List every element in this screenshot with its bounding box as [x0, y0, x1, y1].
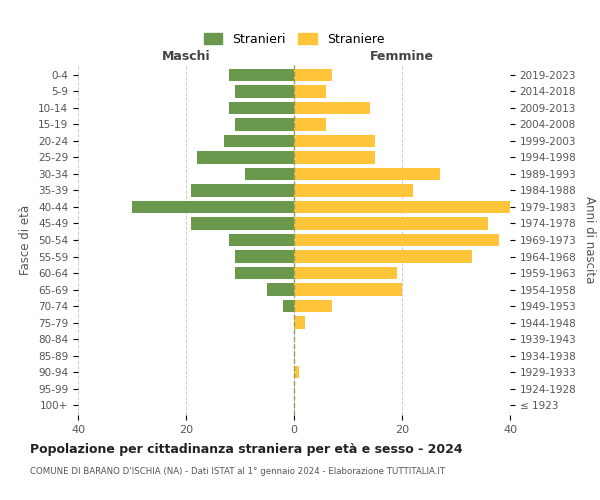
- Legend: Stranieri, Straniere: Stranieri, Straniere: [200, 29, 388, 50]
- Bar: [235, 118, 294, 130]
- Bar: [235, 267, 294, 279]
- Text: COMUNE DI BARANO D'ISCHIA (NA) - Dati ISTAT al 1° gennaio 2024 - Elaborazione TU: COMUNE DI BARANO D'ISCHIA (NA) - Dati IS…: [30, 468, 445, 476]
- Bar: [197, 152, 294, 164]
- Bar: [224, 135, 294, 147]
- Bar: [294, 316, 305, 328]
- Bar: [294, 267, 397, 279]
- Bar: [132, 201, 294, 213]
- Bar: [294, 184, 413, 196]
- Bar: [294, 152, 375, 164]
- Bar: [191, 218, 294, 230]
- Bar: [191, 184, 294, 196]
- Y-axis label: Anni di nascita: Anni di nascita: [583, 196, 596, 284]
- Bar: [294, 135, 375, 147]
- Bar: [294, 284, 402, 296]
- Bar: [235, 250, 294, 262]
- Y-axis label: Fasce di età: Fasce di età: [19, 205, 32, 275]
- Bar: [294, 366, 299, 378]
- Bar: [294, 118, 326, 130]
- Bar: [294, 234, 499, 246]
- Bar: [229, 102, 294, 114]
- Text: Popolazione per cittadinanza straniera per età e sesso - 2024: Popolazione per cittadinanza straniera p…: [30, 442, 463, 456]
- Bar: [294, 300, 332, 312]
- Bar: [283, 300, 294, 312]
- Bar: [294, 168, 440, 180]
- Bar: [229, 68, 294, 81]
- Bar: [267, 284, 294, 296]
- Bar: [294, 68, 332, 81]
- Bar: [294, 102, 370, 114]
- Bar: [245, 168, 294, 180]
- Bar: [229, 234, 294, 246]
- Bar: [294, 201, 510, 213]
- Bar: [235, 85, 294, 98]
- Text: Femmine: Femmine: [370, 50, 434, 64]
- Bar: [294, 250, 472, 262]
- Text: Maschi: Maschi: [161, 50, 211, 64]
- Bar: [294, 218, 488, 230]
- Bar: [294, 85, 326, 98]
